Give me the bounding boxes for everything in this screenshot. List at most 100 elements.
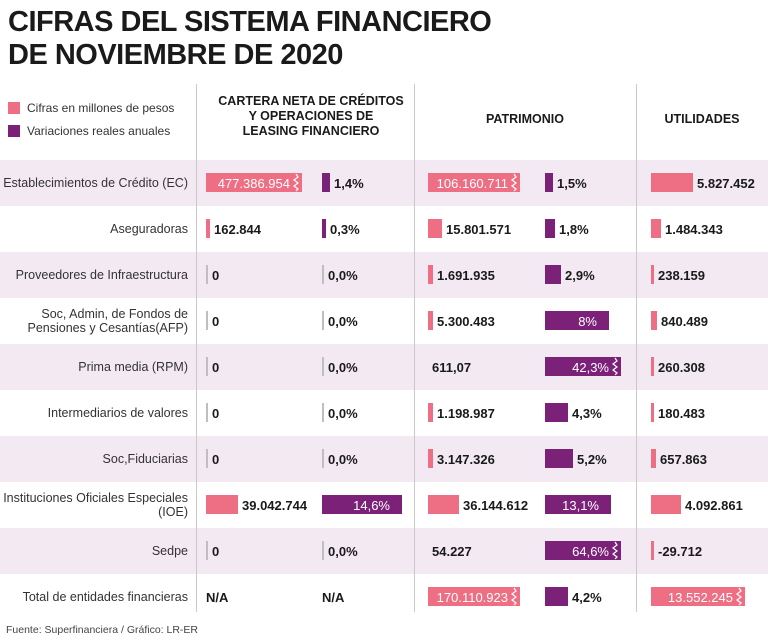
patrimonio-var-bar xyxy=(545,495,611,514)
patrimonio-value: 1.198.987 xyxy=(437,405,495,421)
scale-break-icon xyxy=(511,173,517,192)
row-label: Soc, Admin, de Fondos de Pensiones y Ces… xyxy=(27,307,189,335)
row-label: Sedpe xyxy=(151,544,188,558)
patrimonio-var-value: 8% xyxy=(578,313,597,329)
utilidades-value: 840.489 xyxy=(661,313,708,329)
cartera-bar xyxy=(206,403,208,422)
scale-break-icon xyxy=(736,587,742,606)
cartera-var-value: 0,0% xyxy=(328,451,358,467)
cartera-var-value: N/A xyxy=(322,589,345,605)
cartera-value: 162.844 xyxy=(214,221,261,237)
cartera-bar xyxy=(206,311,208,330)
cartera-var-value: 1,4% xyxy=(334,175,364,191)
cartera-bar xyxy=(206,449,208,468)
cartera-var-value: 0,3% xyxy=(330,221,360,237)
column-header-utilidades: UTILIDADES xyxy=(664,112,740,126)
cartera-var-value: 14,6% xyxy=(353,497,390,513)
utilidades-value: 180.483 xyxy=(658,405,705,421)
cartera-var-value: 0,0% xyxy=(328,543,358,559)
patrimonio-var-value: 1,8% xyxy=(559,221,589,237)
column-header-cartera-line-3: LEASING FINANCIERO xyxy=(242,124,380,138)
cartera-var-value: 0,0% xyxy=(328,313,358,329)
patrimonio-var-value: 1,5% xyxy=(557,175,587,191)
cartera-var-bar xyxy=(322,541,324,560)
utilidades-value: 657.863 xyxy=(660,451,707,467)
utilidades-value: 238.159 xyxy=(658,267,705,283)
cartera-bar xyxy=(206,173,302,192)
scale-break-icon xyxy=(612,357,618,376)
patrimonio-value: 170.110.923 xyxy=(436,589,508,605)
patrimonio-var-value: 13,1% xyxy=(562,497,599,513)
patrimonio-value: 3.147.326 xyxy=(437,451,495,467)
legend-label-variations: Variaciones reales anuales xyxy=(27,124,171,138)
patrimonio-var-value: 4,2% xyxy=(572,589,602,605)
cartera-var-bar xyxy=(322,173,330,192)
row-label: Establecimientos de Crédito (EC) xyxy=(3,176,188,190)
patrimonio-var-bar xyxy=(545,173,553,192)
patrimonio-var-value: 4,3% xyxy=(572,405,602,421)
table-row: Soc,Fiduciarias 0 0,0% 3.147.326 5,2% 657.863 xyxy=(0,436,768,482)
table-row: Intermediarios de valores 0 0,0% 1.198.987 4… xyxy=(0,390,768,436)
cartera-var-value: 0,0% xyxy=(328,359,358,375)
patrimonio-bar xyxy=(428,311,433,330)
cartera-bar xyxy=(206,541,208,560)
cartera-var-value: 0,0% xyxy=(328,267,358,283)
row-label: Instituciones Oficiales Especiales (IOE) xyxy=(3,491,188,519)
patrimonio-bar xyxy=(428,219,442,238)
patrimonio-bar xyxy=(428,173,520,192)
column-header-cartera-line-1: CARTERA NETA DE CRÉDITOS xyxy=(218,94,404,108)
column-divider xyxy=(196,84,197,612)
table-row: Total de entidades financieras N/A N/A 170.… xyxy=(0,574,768,620)
cartera-bar xyxy=(206,265,208,284)
column-header-cartera: CARTERA NETA DE CRÉDITOS Y OPERACIONES D… xyxy=(200,94,422,139)
table-row: Prima media (RPM) 0 0,0% 611,07 42,3% 260.308 xyxy=(0,344,768,390)
legend-swatch-pink xyxy=(8,102,20,114)
source-footer: Fuente: Superfinanciera / Gráfico: LR-ER xyxy=(6,624,199,636)
utilidades-bar xyxy=(651,219,661,238)
patrimonio-bar xyxy=(428,587,520,606)
utilidades-bar xyxy=(651,495,681,514)
utilidades-value: 260.308 xyxy=(658,359,705,375)
utilidades-value: 4.092.861 xyxy=(685,497,743,513)
patrimonio-value: 106.160.711 xyxy=(436,175,508,191)
cartera-bar xyxy=(206,219,210,238)
cartera-var-bar xyxy=(322,357,324,376)
utilidades-bar xyxy=(651,403,654,422)
patrimonio-value: 54.227 xyxy=(432,543,472,559)
cartera-var-bar xyxy=(322,219,326,238)
patrimonio-var-bar xyxy=(545,219,555,238)
patrimonio-var-bar xyxy=(545,403,568,422)
patrimonio-bar xyxy=(428,495,459,514)
column-header-patrimonio: PATRIMONIO xyxy=(485,112,564,126)
patrimonio-var-value: 2,9% xyxy=(565,267,595,283)
cartera-var-bar xyxy=(322,403,324,422)
utilidades-bar xyxy=(651,265,654,284)
patrimonio-value: 1.691.935 xyxy=(437,267,495,283)
cartera-value: 0 xyxy=(212,267,220,283)
patrimonio-var-bar xyxy=(545,449,573,468)
patrimonio-var-bar xyxy=(545,587,568,606)
patrimonio-var-value: 42,3% xyxy=(572,359,609,375)
utilidades-bar xyxy=(651,357,654,376)
cartera-value: 0 xyxy=(212,405,220,421)
cartera-var-bar xyxy=(322,311,324,330)
patrimonio-var-bar xyxy=(545,357,621,376)
utilidades-value: -29.712 xyxy=(658,543,703,559)
row-label: Aseguradoras xyxy=(110,222,188,236)
utilidades-bar xyxy=(651,449,656,468)
patrimonio-var-bar xyxy=(545,311,609,330)
cartera-var-value: 0,0% xyxy=(328,405,358,421)
legend-label-amounts: Cifras en millones de pesos xyxy=(27,101,175,115)
scale-break-icon xyxy=(293,173,299,192)
cartera-value: N/A xyxy=(206,589,229,605)
utilidades-bar xyxy=(651,587,745,606)
patrimonio-var-bar xyxy=(545,265,561,284)
cartera-value: 39.042.744 xyxy=(242,497,308,513)
title-line-1: CIFRAS DEL SISTEMA FINANCIERO xyxy=(8,6,492,38)
patrimonio-value: 5.300.483 xyxy=(437,313,495,329)
patrimonio-value: 36.144.612 xyxy=(463,497,529,513)
cartera-value: 0 xyxy=(212,543,220,559)
cartera-value: 0 xyxy=(212,451,220,467)
table-row: Instituciones Oficiales Especiales (IOE)… xyxy=(0,482,768,528)
cartera-var-bar xyxy=(322,449,324,468)
